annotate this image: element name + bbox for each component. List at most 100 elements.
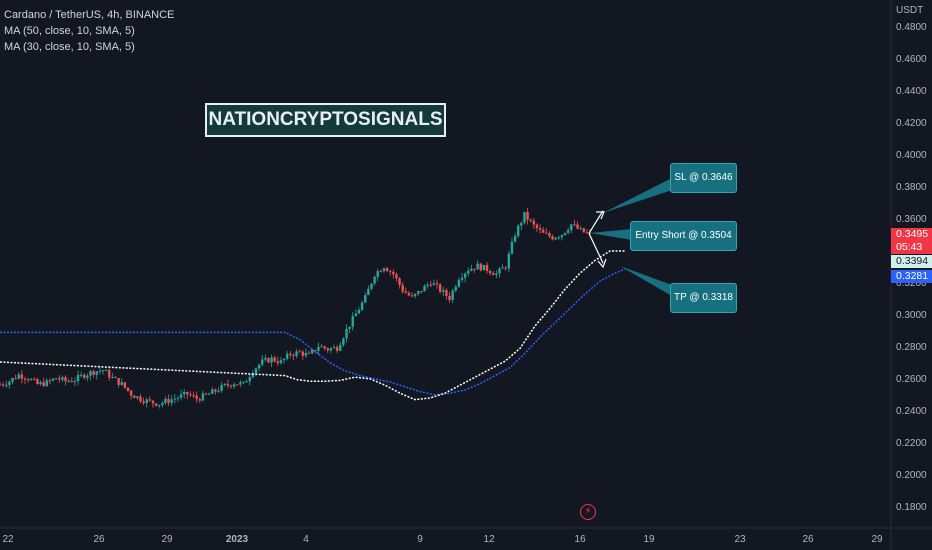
legend-ma-30[interactable]: MA (30, close, 10, SMA, 5) [4, 41, 135, 53]
countdown-label: 05:43 [891, 241, 932, 254]
y-tick-label: 0.1800 [896, 502, 927, 513]
y-tick-label: 0.3200 [896, 278, 927, 289]
candle-body [410, 295, 414, 297]
x-tick-label: 23 [734, 534, 746, 545]
candle-body [73, 381, 77, 383]
candle-body [220, 384, 223, 391]
candle-body [435, 283, 439, 285]
candle-body [276, 361, 280, 364]
candle-body [389, 271, 392, 273]
candle-body [423, 285, 426, 292]
candle-body [373, 276, 376, 284]
candle-body [217, 390, 220, 392]
candle-body [432, 283, 436, 286]
candle-body [320, 346, 323, 348]
candle-body [86, 375, 89, 378]
candle-body [76, 375, 80, 382]
sl-callout[interactable]: SL @ 0.3646 [670, 163, 737, 193]
candle-body [282, 358, 286, 361]
legend-ma-50[interactable]: MA (50, close, 10, SMA, 5) [4, 25, 135, 37]
candle-body [357, 309, 361, 314]
candle-body [585, 232, 589, 234]
ma-white-line [0, 250, 625, 401]
ma-blue-line [0, 268, 626, 396]
candle-body [510, 241, 514, 254]
candle-body [314, 349, 317, 351]
candle-body [83, 374, 86, 378]
candles [0, 207, 592, 409]
candle-body [101, 370, 105, 372]
candle-body [457, 279, 461, 287]
x-tick-label: 4 [303, 534, 309, 545]
candle-body [301, 351, 305, 356]
candle-body [257, 364, 261, 369]
entry-pointer [590, 229, 632, 240]
tp-callout[interactable]: TP @ 0.3318 [670, 283, 737, 313]
candle-body [114, 376, 117, 379]
candle-body [285, 353, 289, 359]
candle-body [463, 273, 467, 278]
entry-callout[interactable]: Entry Short @ 0.3504 [630, 221, 737, 251]
candle-body [229, 385, 233, 387]
candle-body [236, 384, 239, 386]
candle-body [142, 401, 145, 404]
candle-body [136, 396, 139, 398]
candle-body [351, 316, 354, 327]
candle-body [5, 384, 8, 386]
candle-body [473, 268, 476, 270]
candle-body [504, 267, 507, 269]
y-tick-label: 0.4200 [896, 118, 927, 129]
candle-body [573, 224, 576, 226]
candle-body [30, 379, 33, 381]
candle-body [179, 394, 183, 398]
candle-body [232, 384, 236, 387]
candle-body [20, 374, 24, 379]
candle-body [370, 283, 373, 289]
candle-body [501, 267, 504, 269]
trade-arrows [588, 178, 672, 296]
candle-body [310, 349, 314, 354]
ma-white-price-label: 0.3394 [891, 255, 932, 268]
candle-body [579, 228, 582, 230]
candle-body [304, 352, 308, 356]
ma-blue-path [0, 268, 626, 396]
candle-body [404, 291, 408, 293]
candle-body [488, 270, 492, 274]
ma-blue-price-label: 0.3281 [891, 270, 932, 283]
candle-body [139, 396, 142, 402]
candle-body [0, 384, 2, 386]
candle-body [326, 348, 329, 351]
candle-body [407, 292, 411, 296]
candle-body [445, 290, 448, 296]
x-tick-label: 29 [161, 534, 173, 545]
candle-body [133, 395, 136, 398]
candle-body [186, 391, 189, 395]
legend-symbol[interactable]: Cardano / TetherUS, 4h, BINANCE [4, 9, 175, 21]
candle-body [470, 268, 473, 271]
candle-body [173, 398, 177, 400]
flash-icon[interactable]: ⚡ [580, 504, 596, 520]
candle-body [523, 211, 526, 223]
candle-body [545, 232, 548, 234]
y-tick-label: 0.4000 [896, 150, 927, 161]
candle-body [317, 346, 320, 351]
candle-body [95, 371, 98, 375]
candle-body [401, 284, 404, 292]
candle-body [348, 326, 351, 329]
candle-body [70, 380, 73, 382]
candle-body [382, 268, 386, 272]
candle-body [11, 378, 14, 382]
x-tick-label: 26 [802, 534, 814, 545]
candle-body [492, 273, 495, 276]
candle-body [245, 381, 248, 383]
candle-body [557, 237, 560, 239]
candle-body [323, 346, 326, 349]
candle-body [1, 384, 5, 386]
candle-body [108, 370, 111, 378]
candle-body [242, 381, 245, 383]
candle-body [279, 360, 283, 364]
candle-body [479, 263, 482, 271]
candle-body [442, 290, 445, 292]
